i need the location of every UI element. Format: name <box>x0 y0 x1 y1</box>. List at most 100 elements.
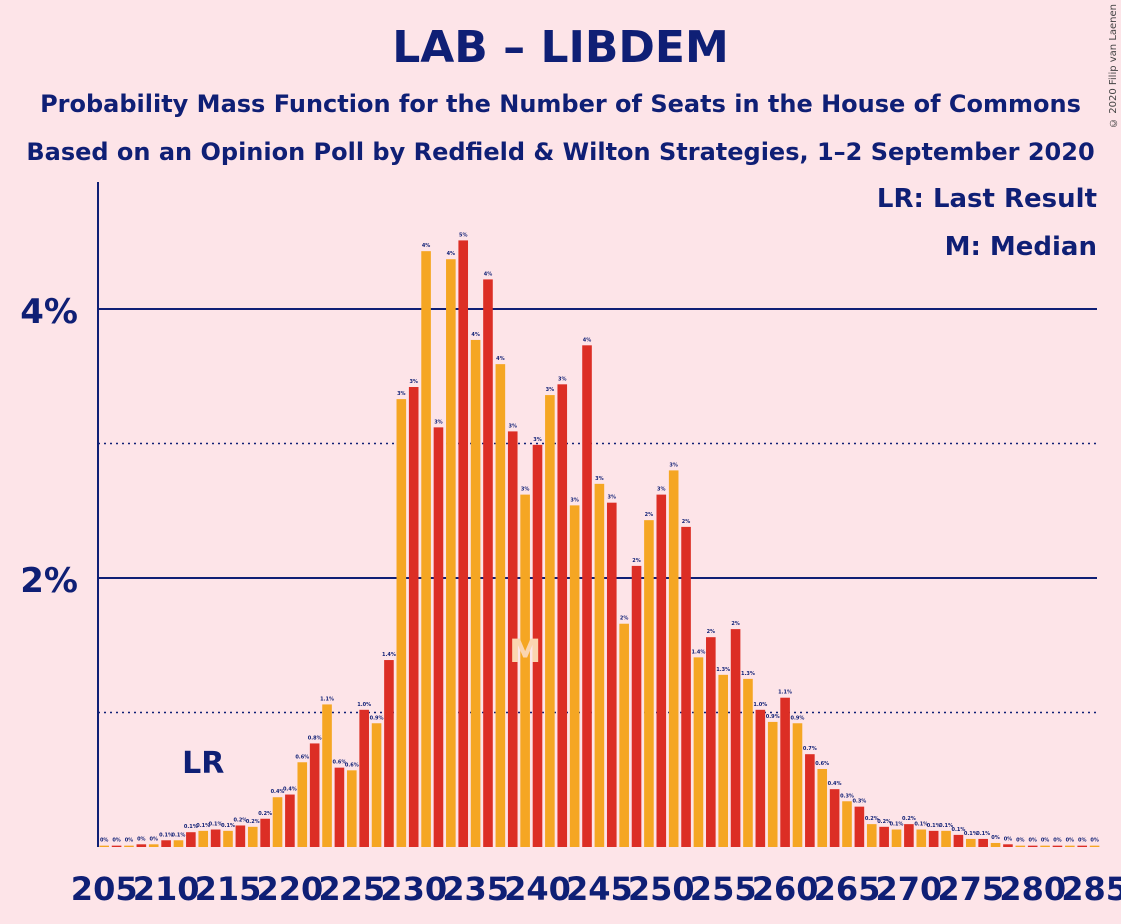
bar-seat-210 <box>161 840 171 847</box>
bar-value-label: 0.6% <box>332 760 346 766</box>
bar-seat-255 <box>718 674 728 847</box>
bar-value-label: 3% <box>570 497 579 503</box>
bar-value-label: 0% <box>1041 838 1050 844</box>
bar-value-label: 0% <box>1028 838 1037 844</box>
bar-seat-260 <box>780 697 790 847</box>
bar-value-label: 0% <box>1078 838 1087 844</box>
bar-seat-212 <box>186 832 196 847</box>
bar-seat-283 <box>1065 845 1075 847</box>
bar-value-label: 0.1% <box>927 823 941 829</box>
bar-value-label: 0.3% <box>840 793 854 799</box>
bar-value-label: 0.1% <box>914 822 928 828</box>
bar-value-label: 0% <box>1016 838 1025 844</box>
bar-seat-205 <box>99 845 109 847</box>
bar-value-label: 0.2% <box>865 816 879 822</box>
bar-value-label: 4% <box>484 271 493 277</box>
bar-value-label: 2% <box>731 621 740 627</box>
bar-value-label: 3% <box>533 437 542 443</box>
x-tick-label: 260 <box>752 870 819 908</box>
bar-value-label: 3% <box>508 423 517 429</box>
bar-value-label: 3% <box>397 391 406 397</box>
bar-seat-220 <box>285 794 295 847</box>
bar-value-label: 4% <box>471 332 480 338</box>
bar-seat-230 <box>408 387 419 847</box>
bar-value-label: 3% <box>595 476 604 482</box>
bar-value-label: 0% <box>137 836 146 842</box>
bar-seat-207 <box>124 845 134 847</box>
x-tick-label: 255 <box>690 870 757 908</box>
bar-value-label: 0.4% <box>271 789 285 795</box>
bar-value-label: 3% <box>657 487 666 493</box>
bar-seat-236 <box>483 279 493 847</box>
bar-value-label: 0.3% <box>852 799 866 805</box>
x-tick-label: 285 <box>1061 870 1121 908</box>
x-tick-label: 240 <box>504 870 571 908</box>
bar-value-label: 0.9% <box>766 714 780 720</box>
bar-seat-238 <box>507 431 518 847</box>
bar-seat-248 <box>631 565 642 847</box>
bar-seat-280 <box>1027 845 1038 847</box>
bar-seat-229 <box>396 399 407 847</box>
bar-seat-247 <box>619 623 629 847</box>
x-tick-label: 235 <box>442 870 509 908</box>
bar-seat-228 <box>384 660 394 847</box>
bar-value-label: 0.1% <box>172 832 186 838</box>
bar-seat-208 <box>136 844 147 847</box>
bar-seat-224 <box>334 767 345 847</box>
last-result-marker: LR <box>182 746 224 781</box>
bar-value-label: 0% <box>991 835 1000 841</box>
bar-value-label: 0% <box>1066 838 1075 844</box>
bar-seat-257 <box>743 678 753 847</box>
bar-value-label: 0.4% <box>828 781 842 787</box>
bar-seat-235 <box>470 339 481 847</box>
bar-seat-271 <box>916 829 927 847</box>
bar-seat-223 <box>322 704 332 847</box>
bar-seat-217 <box>247 826 258 847</box>
bar-seat-272 <box>928 830 939 847</box>
x-tick-label: 205 <box>71 870 138 908</box>
bar-value-label: 1.0% <box>753 702 767 708</box>
x-tick-label: 225 <box>318 870 385 908</box>
bar-seat-273 <box>941 830 951 847</box>
bar-value-label: 0.1% <box>184 824 198 830</box>
bar-value-label: 0.2% <box>233 817 247 823</box>
bar-seat-239 <box>520 494 530 847</box>
bar-value-label: 0.2% <box>246 819 260 825</box>
bar-seat-243 <box>569 505 580 847</box>
bar-seat-251 <box>668 470 679 847</box>
bar-seat-246 <box>606 502 617 847</box>
bar-seat-211 <box>173 840 184 847</box>
bar-value-label: 5% <box>459 232 468 238</box>
bar-seat-216 <box>235 825 246 847</box>
bar-seat-219 <box>272 797 283 847</box>
bar-value-label: 3% <box>546 387 555 393</box>
x-tick-label: 230 <box>380 870 447 908</box>
bar-value-label: 0.1% <box>976 831 990 837</box>
bar-value-label: 0% <box>112 838 121 844</box>
bar-value-label: 1.1% <box>778 690 792 696</box>
bar-value-label: 2% <box>620 616 629 622</box>
bar-value-label: 0.2% <box>258 811 272 817</box>
bar-value-label: 0.6% <box>815 761 829 767</box>
bar-seat-262 <box>805 754 815 847</box>
bar-seat-279 <box>1015 845 1026 847</box>
bar-value-label: 2% <box>682 519 691 525</box>
bar-seat-252 <box>681 526 691 847</box>
bar-seat-256 <box>730 629 741 847</box>
bar-value-label: 1.3% <box>741 671 755 677</box>
bar-value-label: 4% <box>422 243 431 249</box>
bar-seat-225 <box>347 770 357 847</box>
bar-value-label: 1.3% <box>716 667 730 673</box>
bar-seat-213 <box>198 830 209 847</box>
bar-value-label: 4% <box>583 337 592 343</box>
x-tick-label: 245 <box>566 870 633 908</box>
bar-seat-234 <box>458 240 469 847</box>
bar-value-label: 0.7% <box>803 746 817 752</box>
bar-seat-264 <box>829 789 840 847</box>
bar-value-label: 0.1% <box>221 823 235 829</box>
bar-seat-258 <box>755 709 766 847</box>
bar-seat-241 <box>545 395 555 847</box>
bar-seat-209 <box>148 844 159 847</box>
x-tick-label: 265 <box>814 870 881 908</box>
